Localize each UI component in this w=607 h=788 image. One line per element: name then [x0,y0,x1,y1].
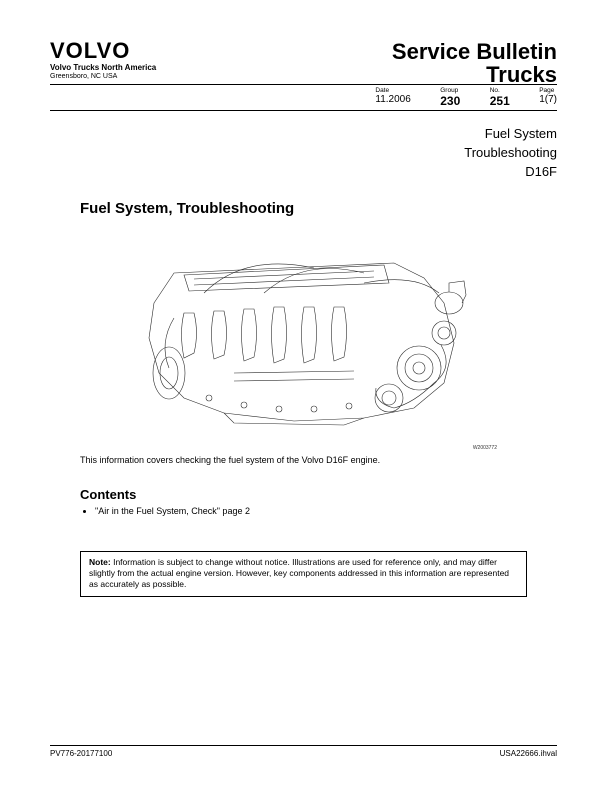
location-text: Greensboro, NC USA [50,73,156,80]
subsidiary-name: Volvo Trucks North America [50,63,156,72]
subject-block: Fuel System Troubleshooting D16F [50,125,557,182]
note-label: Note: [89,557,111,567]
contents-heading: Contents [80,487,557,502]
meta-row: Date 11.2006 Group 230 No. 251 Page 1(7) [50,85,557,111]
title-block: Service Bulletin Trucks [392,40,557,86]
meta-date-value: 11.2006 [375,94,410,105]
figure-code: W2003772 [50,445,497,451]
subject-line1: Fuel System [50,125,557,144]
document-page: VOLVO Volvo Trucks North America Greensb… [0,0,607,788]
note-box: Note: Information is subject to change w… [80,551,527,597]
subject-line2: Troubleshooting [50,144,557,163]
doc-title-line2: Trucks [392,63,557,86]
contents-list: "Air in the Fuel System, Check" page 2 [95,506,557,516]
engine-figure [50,223,557,443]
meta-page-label: Page [539,87,557,94]
meta-date: Date 11.2006 [375,87,410,105]
section-heading: Fuel System, Troubleshooting [80,200,557,217]
logo-block: VOLVO Volvo Trucks North America Greensb… [50,40,156,80]
meta-date-label: Date [375,87,410,94]
meta-no: No. 251 [490,87,510,108]
subject-line3: D16F [50,163,557,182]
header: VOLVO Volvo Trucks North America Greensb… [50,40,557,85]
meta-group-value: 230 [440,94,460,108]
footer: PV776-20177100 USA22666.ihval [50,745,557,758]
meta-group-label: Group [440,87,460,94]
doc-title-line1: Service Bulletin [392,40,557,63]
meta-no-label: No. [490,87,510,94]
meta-group: Group 230 [440,87,460,108]
engine-svg [114,223,494,438]
footer-left: PV776-20177100 [50,749,112,758]
meta-page-value: 1(7) [539,94,557,105]
meta-page: Page 1(7) [539,87,557,105]
contents-item: "Air in the Fuel System, Check" page 2 [95,506,557,516]
brand-logo: VOLVO [50,40,156,62]
engine-illustration [114,223,494,438]
intro-text: This information covers checking the fue… [80,455,557,465]
meta-no-value: 251 [490,94,510,108]
footer-right: USA22666.ihval [500,749,557,758]
note-text: Information is subject to change without… [89,557,509,590]
